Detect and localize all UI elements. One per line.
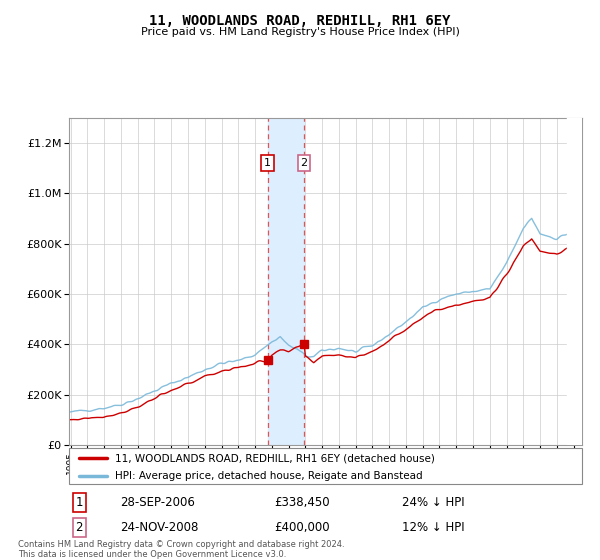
Text: 1: 1 bbox=[76, 496, 83, 509]
Text: HPI: Average price, detached house, Reigate and Banstead: HPI: Average price, detached house, Reig… bbox=[115, 472, 423, 482]
Text: 1: 1 bbox=[264, 158, 271, 168]
Text: 11, WOODLANDS ROAD, REDHILL, RH1 6EY (detached house): 11, WOODLANDS ROAD, REDHILL, RH1 6EY (de… bbox=[115, 453, 435, 463]
Text: 24% ↓ HPI: 24% ↓ HPI bbox=[403, 496, 465, 509]
Text: 11, WOODLANDS ROAD, REDHILL, RH1 6EY: 11, WOODLANDS ROAD, REDHILL, RH1 6EY bbox=[149, 14, 451, 28]
Text: 28-SEP-2006: 28-SEP-2006 bbox=[121, 496, 195, 509]
Text: Price paid vs. HM Land Registry's House Price Index (HPI): Price paid vs. HM Land Registry's House … bbox=[140, 27, 460, 38]
Text: 2: 2 bbox=[301, 158, 308, 168]
Text: Contains HM Land Registry data © Crown copyright and database right 2024.
This d: Contains HM Land Registry data © Crown c… bbox=[18, 540, 344, 559]
Bar bbox=[268, 118, 304, 445]
Text: £338,450: £338,450 bbox=[274, 496, 330, 509]
Bar bbox=[567, 118, 582, 445]
Text: £400,000: £400,000 bbox=[274, 521, 330, 534]
Text: 24-NOV-2008: 24-NOV-2008 bbox=[121, 521, 199, 534]
Text: 12% ↓ HPI: 12% ↓ HPI bbox=[403, 521, 465, 534]
Text: 2: 2 bbox=[76, 521, 83, 534]
